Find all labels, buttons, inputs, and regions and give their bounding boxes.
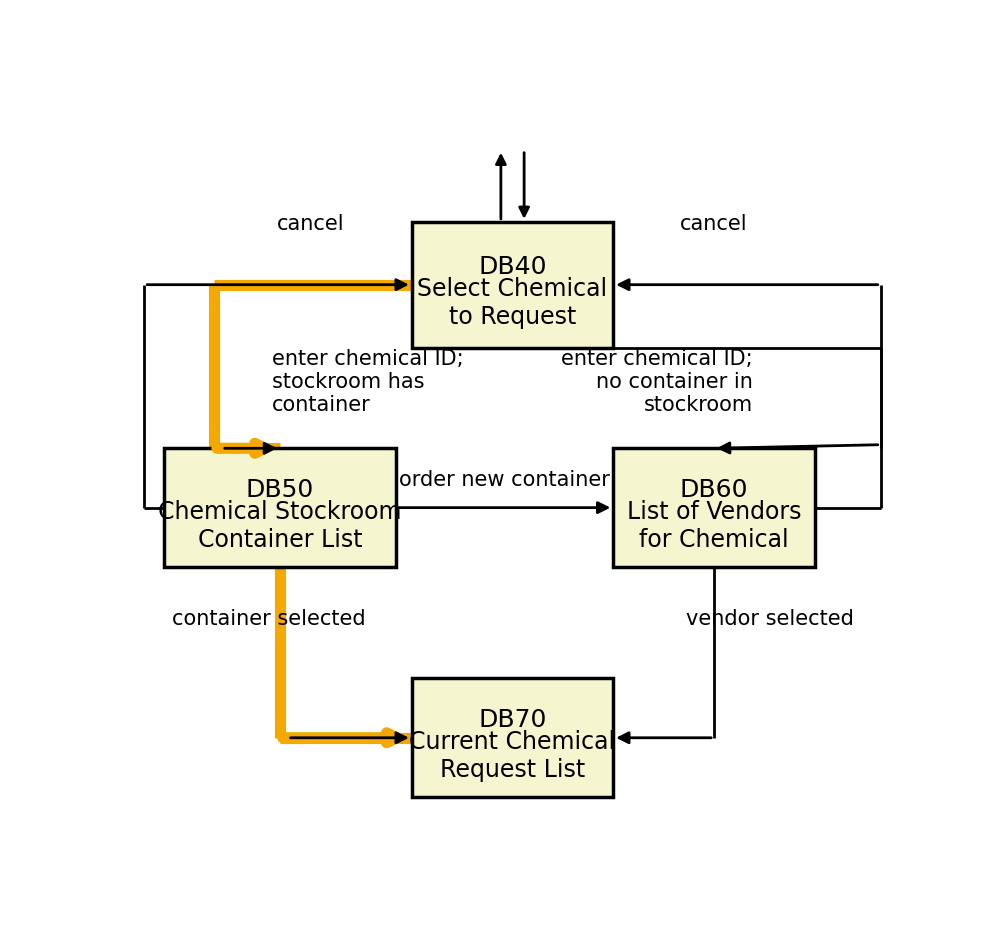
Text: DB50: DB50 <box>246 477 314 502</box>
Text: order new container: order new container <box>399 470 610 489</box>
Bar <box>412 678 613 797</box>
Text: Current Chemical
Request List: Current Chemical Request List <box>409 729 616 782</box>
Text: vendor selected: vendor selected <box>686 609 854 630</box>
Bar <box>613 448 815 567</box>
Text: container selected: container selected <box>172 609 365 630</box>
Bar <box>412 221 613 347</box>
Text: enter chemical ID;
no container in
stockroom: enter chemical ID; no container in stock… <box>561 348 753 415</box>
Text: enter chemical ID;
stockroom has
container: enter chemical ID; stockroom has contain… <box>272 348 464 415</box>
Text: DB40: DB40 <box>478 255 547 278</box>
Text: List of Vendors
for Chemical: List of Vendors for Chemical <box>627 500 801 551</box>
Text: Chemical Stockroom
Container List: Chemical Stockroom Container List <box>158 500 402 551</box>
Text: cancel: cancel <box>680 214 748 234</box>
Text: cancel: cancel <box>277 214 345 234</box>
Text: Select Chemical
to Request: Select Chemical to Request <box>417 276 608 329</box>
Text: DB70: DB70 <box>478 708 547 731</box>
Bar <box>164 448 396 567</box>
Text: DB60: DB60 <box>680 477 748 502</box>
